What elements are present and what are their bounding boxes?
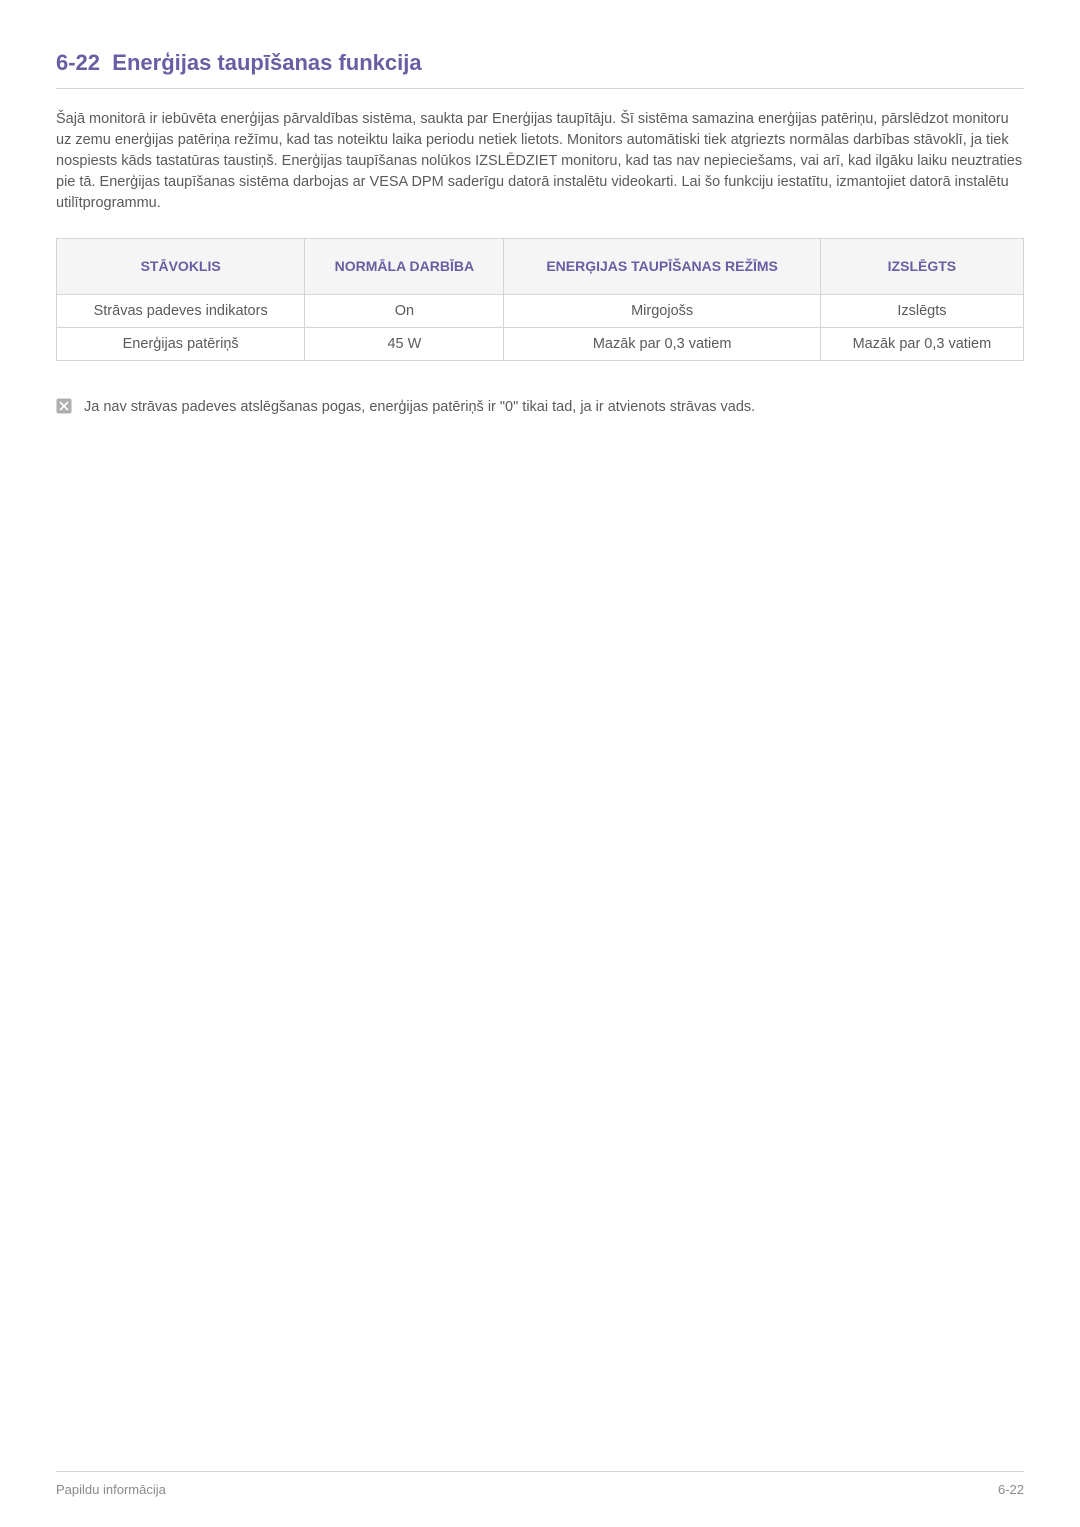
cell-indicator-label: Strāvas padeves indikators bbox=[57, 295, 305, 328]
table-header-row: STĀVOKLIS NORMĀLA DARBĪBA ENERĢIJAS TAUP… bbox=[57, 239, 1024, 295]
cell-consumption-normal: 45 W bbox=[305, 328, 504, 361]
col-header-off: IZSLĒGTS bbox=[820, 239, 1023, 295]
table-row: Strāvas padeves indikators On Mirgojošs … bbox=[57, 295, 1024, 328]
note-block: Ja nav strāvas padeves atslēgšanas pogas… bbox=[56, 397, 1024, 417]
cell-indicator-off: Izslēgts bbox=[820, 295, 1023, 328]
col-header-state: STĀVOKLIS bbox=[57, 239, 305, 295]
col-header-normal: NORMĀLA DARBĪBA bbox=[305, 239, 504, 295]
cell-consumption-off: Mazāk par 0,3 vatiem bbox=[820, 328, 1023, 361]
power-saving-table: STĀVOKLIS NORMĀLA DARBĪBA ENERĢIJAS TAUP… bbox=[56, 238, 1024, 361]
section-heading: 6-22 Enerģijas taupīšanas funkcija bbox=[56, 50, 1024, 89]
heading-title: Enerģijas taupīšanas funkcija bbox=[112, 50, 421, 75]
note-text: Ja nav strāvas padeves atslēgšanas pogas… bbox=[84, 397, 755, 417]
cell-consumption-saving: Mazāk par 0,3 vatiem bbox=[504, 328, 820, 361]
footer-left: Papildu informācija bbox=[56, 1482, 166, 1497]
intro-paragraph: Šajā monitorā ir iebūvēta enerģijas pārv… bbox=[56, 109, 1024, 214]
cell-indicator-saving: Mirgojošs bbox=[504, 295, 820, 328]
note-icon bbox=[56, 398, 72, 414]
cell-indicator-normal: On bbox=[305, 295, 504, 328]
heading-number: 6-22 bbox=[56, 50, 100, 75]
table-row: Enerģijas patēriņš 45 W Mazāk par 0,3 va… bbox=[57, 328, 1024, 361]
col-header-saving: ENERĢIJAS TAUPĪŠANAS REŽĪMS bbox=[504, 239, 820, 295]
page-content: 6-22 Enerģijas taupīšanas funkcija Šajā … bbox=[0, 0, 1080, 417]
footer-right: 6-22 bbox=[998, 1482, 1024, 1497]
cell-consumption-label: Enerģijas patēriņš bbox=[57, 328, 305, 361]
page-footer: Papildu informācija 6-22 bbox=[56, 1471, 1024, 1497]
